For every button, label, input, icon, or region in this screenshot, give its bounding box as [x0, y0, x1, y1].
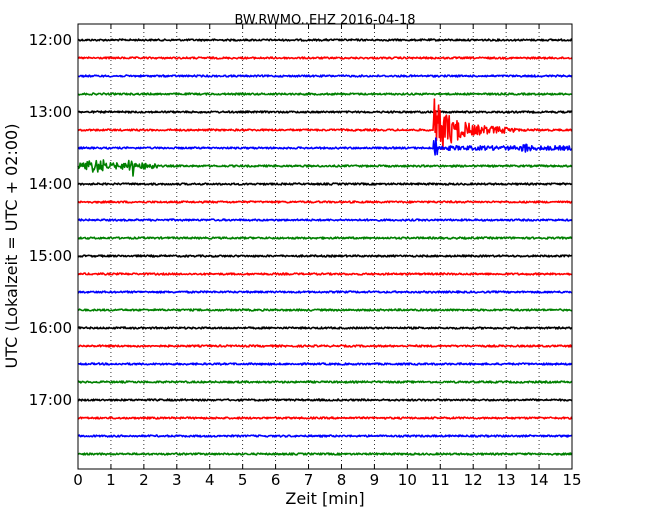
trace-21: [77, 416, 573, 420]
x-tick-label: 4: [205, 471, 215, 489]
x-tick-label: 10: [398, 471, 417, 489]
trace-22: [77, 434, 573, 438]
x-tick-label: 3: [172, 471, 182, 489]
trace-5: [77, 98, 573, 151]
y-tick-label: 17:00: [29, 391, 72, 409]
trace-1: [77, 56, 573, 60]
y-axis: 12:00 13:00 14:00 15:00 16:00 17:00: [29, 31, 572, 409]
trace-18: [77, 362, 573, 366]
x-tick-label: 15: [562, 471, 581, 489]
x-tick-label: 14: [530, 471, 549, 489]
trace-16: [77, 326, 573, 330]
x-axis: 0 1 2 3 4 5 6 7 8 9 10 11 12 13 14 15: [73, 24, 582, 489]
x-tick-label: 13: [497, 471, 516, 489]
y-tick-label: 13:00: [29, 103, 72, 121]
trace-2: [77, 74, 573, 78]
y-tick-label: 14:00: [29, 175, 72, 193]
trace-17: [77, 344, 573, 348]
trace-15: [77, 308, 573, 312]
x-axis-label: Zeit [min]: [285, 489, 364, 508]
y-axis-label: UTC (Lokalzeit = UTC + 02:00): [2, 124, 21, 369]
x-tick-label: 0: [73, 471, 83, 489]
trace-12: [77, 254, 573, 258]
x-tick-label: 2: [139, 471, 149, 489]
trace-7: [77, 159, 573, 177]
trace-0: [77, 38, 573, 42]
traces-group: [77, 38, 573, 456]
x-tick-label: 8: [337, 471, 347, 489]
trace-10: [77, 218, 573, 222]
trace-13: [77, 272, 573, 276]
trace-3: [77, 92, 573, 96]
trace-4: [77, 110, 573, 114]
trace-6: [77, 137, 573, 156]
trace-20: [77, 398, 573, 402]
x-tick-label: 7: [304, 471, 314, 489]
vertical-grid: [110, 24, 540, 469]
trace-9: [77, 200, 573, 204]
y-tick-label: 15:00: [29, 247, 72, 265]
y-tick-label: 16:00: [29, 319, 72, 337]
x-tick-label: 6: [271, 471, 281, 489]
x-tick-label: 11: [431, 471, 450, 489]
trace-19: [77, 380, 573, 384]
x-tick-label: 12: [464, 471, 483, 489]
trace-8: [77, 182, 573, 186]
trace-23: [77, 452, 573, 456]
chart-title: BW.RWMO..EHZ 2016-04-18: [234, 13, 415, 28]
x-tick-label: 1: [106, 471, 116, 489]
y-tick-label: 12:00: [29, 31, 72, 49]
x-tick-label: 9: [370, 471, 380, 489]
x-tick-label: 5: [238, 471, 248, 489]
trace-11: [77, 236, 573, 240]
plot-frame: [77, 23, 573, 470]
trace-14: [77, 290, 573, 294]
